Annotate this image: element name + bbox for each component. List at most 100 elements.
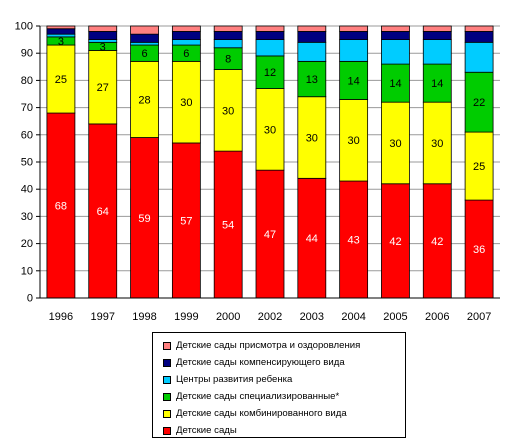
bar-segment-2006-s2 bbox=[422, 63, 452, 103]
legend-label: Центры развития ребенка bbox=[176, 374, 293, 385]
bar-segment-1999-s3 bbox=[171, 39, 201, 46]
bar-segment-2002-s4 bbox=[255, 31, 285, 41]
bar-segment-1998-s5 bbox=[130, 25, 159, 35]
data-label: 30 bbox=[264, 124, 276, 136]
y-tick-label: 90 bbox=[21, 48, 33, 60]
bar-segment-2002-s3 bbox=[255, 39, 285, 57]
data-label: 27 bbox=[97, 82, 109, 94]
data-label: 36 bbox=[473, 244, 485, 256]
legend-item: Детские сады специализированные* bbox=[163, 388, 405, 405]
data-label: 68 bbox=[55, 201, 67, 213]
bar-segment-2007-s3 bbox=[464, 41, 494, 73]
data-label: 59 bbox=[138, 213, 150, 225]
bar-segment-2003-s3 bbox=[297, 41, 327, 62]
legend-swatch bbox=[163, 392, 171, 401]
bar-segment-2000-s4 bbox=[213, 31, 243, 41]
legend-item: Детские сады bbox=[163, 422, 405, 439]
bar-segment-2002-s1 bbox=[255, 88, 285, 171]
bar-segment-1998-s4 bbox=[130, 33, 159, 43]
bar-segment-2006-s4 bbox=[422, 31, 452, 41]
data-label: 14 bbox=[431, 78, 443, 90]
data-label: 30 bbox=[348, 135, 360, 147]
x-tick-label: 1999 bbox=[174, 311, 198, 323]
bar-segment-1999-s0 bbox=[171, 142, 201, 299]
axes bbox=[36, 25, 500, 299]
x-tick-label: 1998 bbox=[132, 311, 156, 323]
data-label: 43 bbox=[348, 235, 360, 247]
legend-swatch bbox=[163, 358, 171, 367]
bar-segment-2004-s0 bbox=[339, 180, 369, 299]
legend-label: Детские сады компенсирующего вида bbox=[176, 357, 345, 368]
bar-segment-2000-s1 bbox=[213, 69, 243, 152]
bar-segment-1999-s1 bbox=[171, 60, 201, 144]
data-label: 64 bbox=[97, 206, 109, 218]
legend-item: Детские сады компенсирующего вида bbox=[163, 354, 405, 371]
bar-segment-2004-s3 bbox=[339, 39, 369, 62]
data-label: 42 bbox=[431, 236, 443, 248]
x-tick-label: 2007 bbox=[467, 311, 491, 323]
bar-segment-2003-s0 bbox=[297, 177, 327, 299]
y-tick-label: 80 bbox=[21, 75, 33, 87]
bar-segment-1997-s0 bbox=[88, 123, 118, 299]
data-label: 8 bbox=[225, 54, 231, 66]
data-label: 44 bbox=[306, 233, 318, 245]
legend-label: Детские сады специализированные* bbox=[176, 391, 340, 402]
data-label: 30 bbox=[222, 105, 234, 117]
x-tick-label: 1996 bbox=[49, 311, 73, 323]
y-tick-label: 40 bbox=[21, 184, 33, 196]
x-tick-label: 2006 bbox=[425, 311, 449, 323]
x-tick-label: 2000 bbox=[216, 311, 240, 323]
bar-segment-1998-s3 bbox=[130, 41, 159, 46]
data-label: 30 bbox=[180, 97, 192, 109]
y-tick-labels: 0 10 20 30 40 50 60 70 80 90 100 bbox=[15, 21, 33, 305]
legend-item: Детские сады комбинированного вида bbox=[163, 405, 405, 422]
bar-segment-2006-s3 bbox=[422, 39, 452, 65]
y-tick-label: 30 bbox=[21, 211, 33, 223]
bar-segment-1999-s5 bbox=[171, 25, 201, 32]
bar-segment-1996-s4 bbox=[46, 28, 76, 35]
bar-segment-1999-s4 bbox=[171, 31, 201, 41]
data-label: 30 bbox=[306, 133, 318, 145]
data-label: 14 bbox=[348, 75, 360, 87]
x-tick-label: 2004 bbox=[341, 311, 365, 323]
bar-segment-2005-s2 bbox=[381, 63, 410, 103]
segment-labels: 68 25 3 64 27 3 59 28 6 57 30 6 54 30 8 47 30 12 44 30 13 43 3… bbox=[55, 36, 485, 256]
legend-item: Центры развития ребенка bbox=[163, 371, 405, 388]
bar-segment-2000-s5 bbox=[213, 25, 243, 32]
data-label: 57 bbox=[180, 215, 192, 227]
y-tick-label: 60 bbox=[21, 129, 33, 141]
data-label: 3 bbox=[100, 41, 106, 53]
bar-segment-2005-s3 bbox=[381, 39, 410, 65]
legend-swatch bbox=[163, 341, 171, 350]
legend-swatch bbox=[163, 409, 171, 418]
bar-segment-2003-s5 bbox=[297, 25, 327, 32]
data-label: 22 bbox=[473, 97, 485, 109]
y-tick-label: 20 bbox=[21, 238, 33, 250]
data-label: 25 bbox=[473, 161, 485, 173]
data-label: 12 bbox=[264, 67, 276, 79]
bar-segment-2007-s0 bbox=[464, 199, 494, 299]
bar-segment-1997-s4 bbox=[88, 31, 118, 41]
x-tick-label: 2002 bbox=[258, 311, 282, 323]
y-tick-label: 50 bbox=[21, 157, 33, 169]
bar-segment-2005-s1 bbox=[381, 101, 410, 185]
y-tick-label: 70 bbox=[21, 102, 33, 114]
data-label: 47 bbox=[264, 229, 276, 241]
bar-segment-2005-s4 bbox=[381, 31, 410, 41]
bar-segment-1998-s1 bbox=[130, 60, 159, 138]
data-label: 54 bbox=[222, 220, 234, 232]
bar-segment-2004-s4 bbox=[339, 31, 369, 41]
x-tick-label: 2003 bbox=[300, 311, 324, 323]
bar-segment-2007-s4 bbox=[464, 31, 494, 43]
data-label: 14 bbox=[389, 78, 401, 90]
bar-segment-2003-s1 bbox=[297, 96, 327, 179]
legend-swatch bbox=[163, 426, 171, 435]
y-tick-label: 0 bbox=[27, 293, 33, 305]
bar-segment-2004-s1 bbox=[339, 99, 369, 182]
data-label: 13 bbox=[306, 74, 318, 86]
legend-label: Детские сады комбинированного вида bbox=[176, 408, 347, 419]
bars bbox=[46, 25, 494, 299]
data-label: 42 bbox=[389, 236, 401, 248]
data-label: 25 bbox=[55, 74, 67, 86]
data-label: 6 bbox=[183, 48, 189, 60]
